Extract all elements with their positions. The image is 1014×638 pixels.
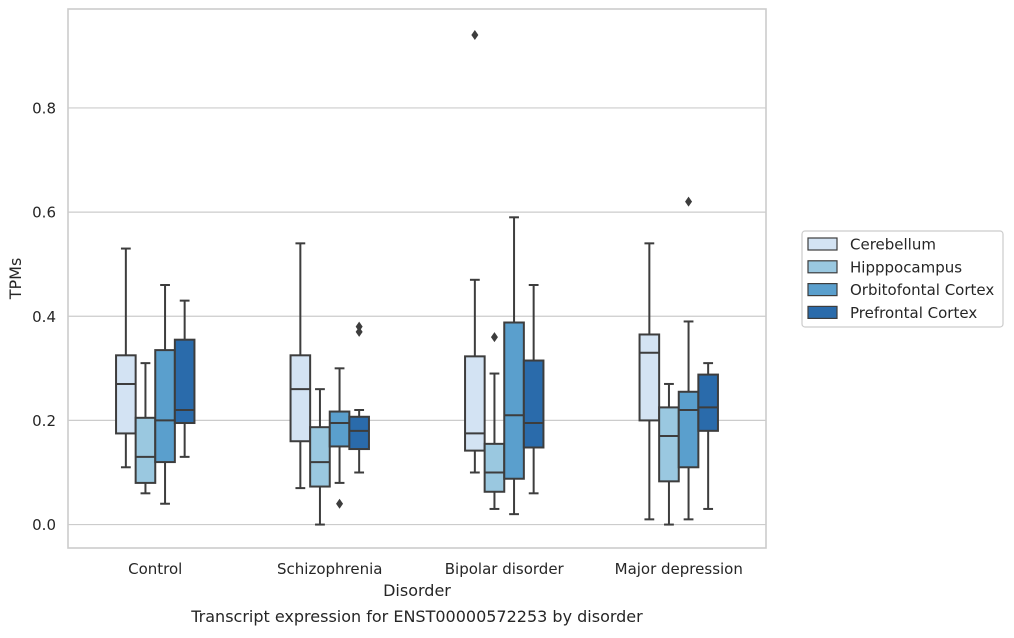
legend-swatch xyxy=(807,260,838,274)
box-group xyxy=(677,196,700,521)
x-tick-label: Bipolar disorder xyxy=(445,560,565,578)
y-tick-label: 0.0 xyxy=(32,516,56,534)
plot-frame xyxy=(67,8,767,549)
box-iqr xyxy=(522,359,545,449)
legend-label: Prefrontal Cortex xyxy=(850,304,977,322)
box-iqr xyxy=(173,338,196,425)
x-tick-label: Schizophrenia xyxy=(277,560,382,578)
box-group xyxy=(638,242,661,521)
box-group xyxy=(289,242,312,490)
box-group xyxy=(697,362,719,510)
box-iqr xyxy=(134,416,157,484)
box-iqr xyxy=(309,426,331,488)
box-iqr xyxy=(115,354,137,435)
y-tick-labels: 0.0 0.2 0.4 0.6 0.8 xyxy=(32,99,56,534)
legend-swatch xyxy=(807,283,838,297)
box-group xyxy=(483,332,506,510)
legend-label: Hipppocampus xyxy=(850,258,962,276)
outlier-point xyxy=(355,321,363,332)
x-axis-label: Disorder xyxy=(383,581,451,600)
y-tick-label: 0.8 xyxy=(32,99,56,117)
chart-caption: Transcript expression for ENST0000057225… xyxy=(190,607,643,626)
box-group xyxy=(328,367,351,509)
x-tick-label: Control xyxy=(128,560,182,578)
outlier-point xyxy=(355,326,363,337)
box-iqr xyxy=(658,406,680,483)
box-group xyxy=(173,299,196,458)
outlier-point xyxy=(336,498,344,509)
outlier-point xyxy=(471,30,479,41)
plot-area xyxy=(115,30,719,526)
box-iqr xyxy=(328,410,351,448)
box-iqr xyxy=(289,354,312,443)
y-tick-label: 0.2 xyxy=(32,412,56,430)
outlier-point xyxy=(685,196,693,207)
x-tick-label: Major depression xyxy=(615,560,743,578)
box-group xyxy=(503,216,525,516)
box-iqr xyxy=(697,373,719,432)
legend-frame xyxy=(801,230,1004,328)
y-tick-label: 0.6 xyxy=(32,204,56,222)
legend-swatch xyxy=(807,237,838,251)
box-iqr xyxy=(348,415,370,451)
box-group xyxy=(115,247,137,469)
legend-label: Cerebellum xyxy=(850,236,936,254)
box-iqr xyxy=(677,390,700,469)
box-group xyxy=(154,284,176,505)
box-iqr xyxy=(638,333,661,422)
box-group xyxy=(658,382,680,526)
y-tick-label: 0.4 xyxy=(32,308,56,326)
box-group xyxy=(348,321,370,474)
box-group xyxy=(309,388,331,526)
legend: Cerebellum Hipppocampus Orbitofontal Corte… xyxy=(801,230,1004,328)
box-iqr xyxy=(154,349,176,464)
box-group xyxy=(522,284,545,495)
legend-swatch xyxy=(807,305,838,319)
legend-label: Orbitofontal Cortex xyxy=(850,281,994,299)
outlier-point xyxy=(490,332,498,343)
box-group xyxy=(464,30,486,474)
box-iqr xyxy=(464,355,486,452)
y-axis-label: TPMs xyxy=(6,258,25,301)
box-iqr xyxy=(483,442,506,493)
box-iqr xyxy=(503,321,525,480)
x-tick-labels: Control Schizophrenia Bipolar disorder Majo… xyxy=(128,560,743,578)
box-group xyxy=(134,362,157,495)
